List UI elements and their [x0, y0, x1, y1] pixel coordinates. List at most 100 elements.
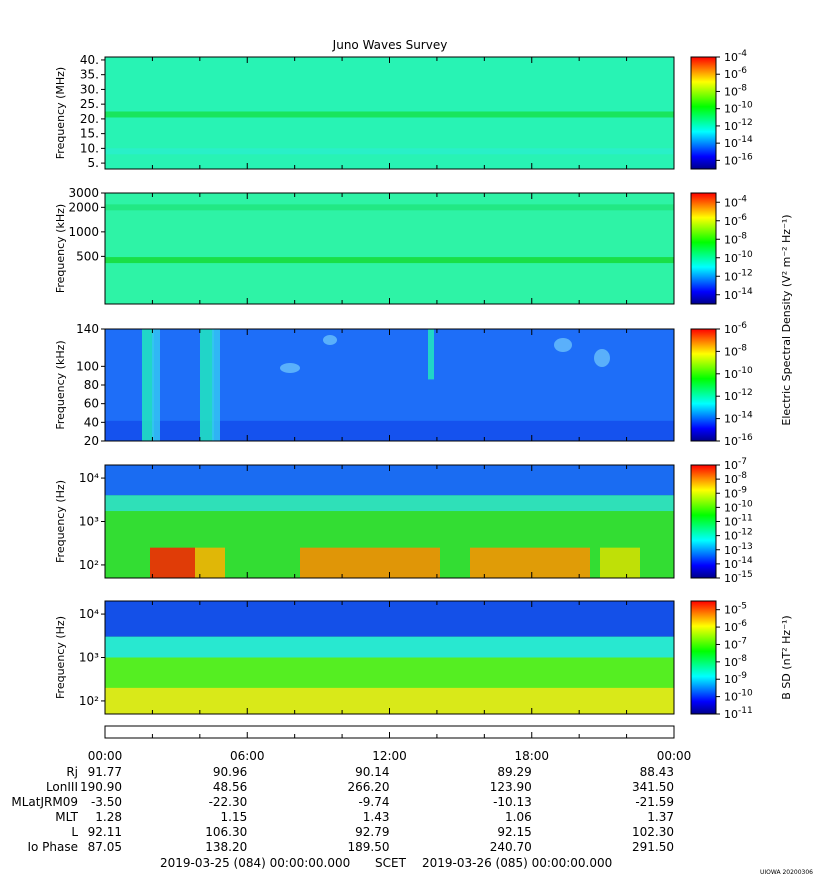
ephemeris-row-label: MLatJRM09 — [11, 795, 78, 809]
ephemeris-row-label: L — [71, 825, 78, 839]
y-tick-label: 500 — [76, 249, 99, 263]
ephemeris-row: MLatJRM09 -3.50 -22.30 -9.74 -10.13 -21.59 — [11, 795, 674, 809]
ephemeris-value: 123.90 — [490, 780, 532, 794]
ephemeris-value: 89.29 — [497, 765, 531, 779]
ephemeris-value: 92.79 — [355, 825, 389, 839]
y-tick-label: 40 — [84, 415, 99, 429]
ephemeris-value: 87.05 — [88, 840, 122, 854]
emission-band — [105, 204, 674, 211]
y-tick-label: 35. — [80, 68, 99, 82]
y-axis-label: Frequency (kHz) — [54, 340, 67, 429]
y-axis-label: Frequency (Hz) — [54, 616, 67, 699]
colorbar-tick-label: 10-8 — [724, 471, 747, 486]
ephemeris-value: 88.43 — [640, 765, 674, 779]
burst-stripe — [200, 329, 214, 441]
y-tick-label: 30. — [80, 82, 99, 96]
ephemeris-value: 90.96 — [213, 765, 247, 779]
colorbar-tick-label: 10-4 — [724, 49, 747, 64]
y-tick-label: 60 — [84, 397, 99, 411]
intense-emission — [195, 547, 225, 578]
ephemeris-row: Rj 91.77 90.96 90.14 89.29 88.43 — [66, 765, 674, 779]
colorbar-tick-label: 10-10 — [724, 689, 753, 704]
ephemeris-value: 92.11 — [88, 825, 122, 839]
colorbar-tick-label: 10-6 — [724, 213, 747, 228]
panel-high-frequency: 40.35.30.25.20.15.10.5. Frequency (MHz) 10… — [54, 49, 753, 170]
ephemeris-value: 341.50 — [632, 780, 674, 794]
time-label: 06:00 — [230, 749, 265, 763]
y-tick-label: 10² — [79, 694, 99, 708]
ephemeris-value: 1.15 — [221, 810, 248, 824]
ephemeris-value: 102.30 — [632, 825, 674, 839]
footer-end-time: 2019-03-26 (085) 00:00:00.000 — [422, 856, 612, 870]
colorbar-tick-label: 10-12 — [724, 528, 753, 543]
y-axis-label: Frequency (MHz) — [54, 67, 67, 159]
time-label: 00:00 — [657, 749, 692, 763]
colorbar-tick-label: 10-12 — [724, 268, 753, 283]
y-tick-label: 5. — [88, 156, 99, 170]
colorbar-tick-label: 10-13 — [724, 542, 753, 557]
intense-emission — [150, 547, 195, 578]
y-tick-label: 3000 — [68, 186, 99, 200]
footer-stamp: UIOWA 20200306 — [760, 869, 813, 876]
ephemeris-row-label: Io Phase — [27, 840, 78, 854]
burst-stripe — [152, 329, 160, 441]
colorbar-tick-label: 10-14 — [724, 556, 753, 571]
ephemeris-value: 91.77 — [88, 765, 122, 779]
ephemeris-value: 1.43 — [363, 810, 390, 824]
ephemeris-row-label: Rj — [66, 765, 78, 779]
burst-stripe — [142, 329, 154, 441]
ephemeris-value: -9.74 — [358, 795, 389, 809]
colorbar-tick-label: 10-6 — [724, 321, 747, 336]
burst-stripe — [212, 329, 220, 441]
panel-waveform-magnetic: 10⁴ 10³ 10² Frequency (Hz) 10-5 10-6 10-7 10-8 1… — [54, 600, 793, 721]
ephemeris-row: Io Phase 87.05 138.20 189.50 240.70 291.50 — [27, 840, 674, 854]
emission-band — [105, 111, 674, 118]
colorbar-tick-label: 10-5 — [724, 602, 747, 617]
colorbar-tick-label: 10-16 — [724, 433, 753, 448]
ephemeris-value: -10.13 — [493, 795, 532, 809]
colorbar-tick-label: 10-14 — [724, 411, 753, 426]
colorbar-tick-label: 10-8 — [724, 654, 747, 669]
y-tick-label: 100 — [76, 359, 99, 373]
colorbar-tick-label: 10-8 — [724, 83, 747, 98]
colorbar-tick-label: 10-10 — [724, 250, 753, 265]
colorbar-tick-label: 10-15 — [724, 570, 753, 585]
colorbar-tick-label: 10-14 — [724, 135, 753, 150]
colorbar — [690, 328, 717, 442]
time-label: 00:00 — [88, 749, 123, 763]
ephemeris-value: 1.37 — [647, 810, 674, 824]
colorbar-tick-label: 10-11 — [724, 706, 753, 721]
ephemeris-value: 1.28 — [95, 810, 122, 824]
colorbar-tick-label: 10-9 — [724, 485, 747, 500]
colorbar-tick-label: 10-7 — [724, 636, 747, 651]
ephemeris-row: MLT 1.28 1.15 1.43 1.06 1.37 — [55, 810, 674, 824]
emission-band — [105, 148, 674, 155]
colorbar-tick-label: 10-10 — [724, 499, 753, 514]
colorbar-tick-label: 10-6 — [724, 66, 747, 81]
y-tick-label: 2000 — [68, 200, 99, 214]
ephemeris-value: -21.59 — [635, 795, 674, 809]
y-tick-label: 10³ — [79, 651, 99, 665]
ephemeris-value: 266.20 — [348, 780, 390, 794]
colorbar-tick-label: 10-6 — [724, 619, 747, 634]
ephemeris-value: 189.50 — [348, 840, 390, 854]
colorbar-tick-label: 10-14 — [724, 287, 753, 302]
intense-emission — [470, 547, 590, 578]
colorbar-tick-label: 10-12 — [724, 118, 753, 133]
colorbar-tick-label: 10-10 — [724, 366, 753, 381]
colorbar-tick-label: 10-11 — [724, 514, 753, 529]
intense-emission — [300, 547, 440, 578]
y-tick-label: 15. — [80, 127, 99, 141]
colorbar-label: Electric Spectral Density (V² m⁻² Hz⁻¹) — [780, 214, 793, 425]
spectrogram-panels: 40.35.30.25.20.15.10.5. Frequency (MHz) 10… — [54, 49, 793, 739]
y-axis-label: Frequency (Hz) — [54, 480, 67, 563]
spectrogram-medium-frequency — [105, 193, 674, 304]
ephemeris-value: -22.30 — [209, 795, 248, 809]
y-tick-label: 20. — [80, 112, 99, 126]
y-tick-label: 140 — [76, 322, 99, 336]
colorbar — [690, 464, 717, 579]
figure-title: Juno Waves Survey — [332, 38, 448, 52]
ephemeris-value: 48.56 — [213, 780, 247, 794]
y-tick-label: 10² — [79, 558, 99, 572]
